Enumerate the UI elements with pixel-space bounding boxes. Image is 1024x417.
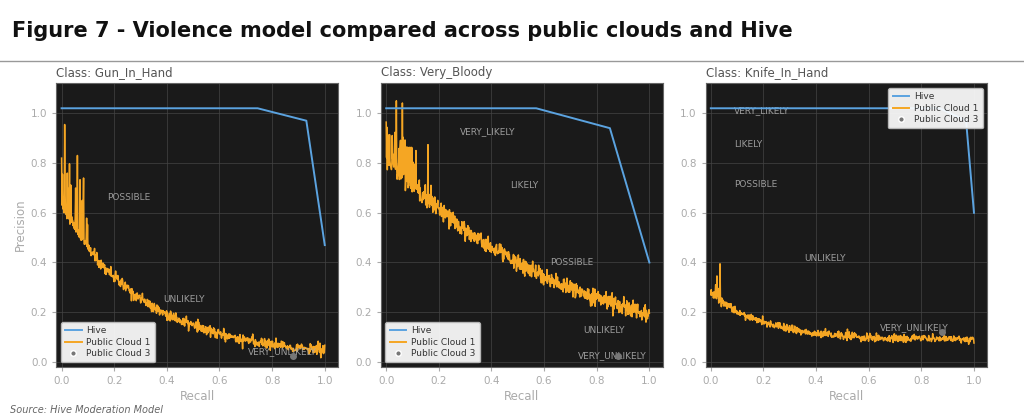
Text: POSSIBLE: POSSIBLE [550, 258, 593, 267]
Text: Figure 7 - Violence model compared across public clouds and Hive: Figure 7 - Violence model compared acros… [12, 21, 793, 41]
Text: VERY_UNLIKELY: VERY_UNLIKELY [248, 347, 316, 356]
Text: LIKELY: LIKELY [733, 140, 762, 149]
Text: Class: Knife_In_Hand: Class: Knife_In_Hand [706, 66, 828, 80]
Text: Class: Very_Bloody: Class: Very_Bloody [381, 66, 493, 80]
Text: LIKELY: LIKELY [511, 181, 539, 190]
Text: VERY_LIKELY: VERY_LIKELY [460, 128, 515, 136]
Text: Class: Gun_In_Hand: Class: Gun_In_Hand [56, 66, 173, 80]
Text: UNLIKELY: UNLIKELY [164, 295, 205, 304]
X-axis label: Recall: Recall [504, 390, 540, 403]
Legend: Hive, Public Cloud 1, Public Cloud 3: Hive, Public Cloud 1, Public Cloud 3 [60, 322, 155, 362]
Y-axis label: Precision: Precision [13, 199, 27, 251]
Text: VERY_UNLIKELY: VERY_UNLIKELY [881, 323, 949, 332]
Text: POSSIBLE: POSSIBLE [733, 180, 777, 189]
X-axis label: Recall: Recall [179, 390, 215, 403]
Legend: Hive, Public Cloud 1, Public Cloud 3: Hive, Public Cloud 1, Public Cloud 3 [385, 322, 479, 362]
Text: VERY_UNLIKELY: VERY_UNLIKELY [578, 352, 647, 360]
Text: UNLIKELY: UNLIKELY [804, 254, 846, 263]
X-axis label: Recall: Recall [828, 390, 864, 403]
Text: POSSIBLE: POSSIBLE [108, 193, 151, 202]
Text: UNLIKELY: UNLIKELY [584, 326, 626, 335]
Text: Source: Hive Moderation Model: Source: Hive Moderation Model [10, 405, 163, 415]
Legend: Hive, Public Cloud 1, Public Cloud 3: Hive, Public Cloud 1, Public Cloud 3 [889, 88, 983, 128]
Text: VERY_LIKELY: VERY_LIKELY [733, 106, 790, 115]
